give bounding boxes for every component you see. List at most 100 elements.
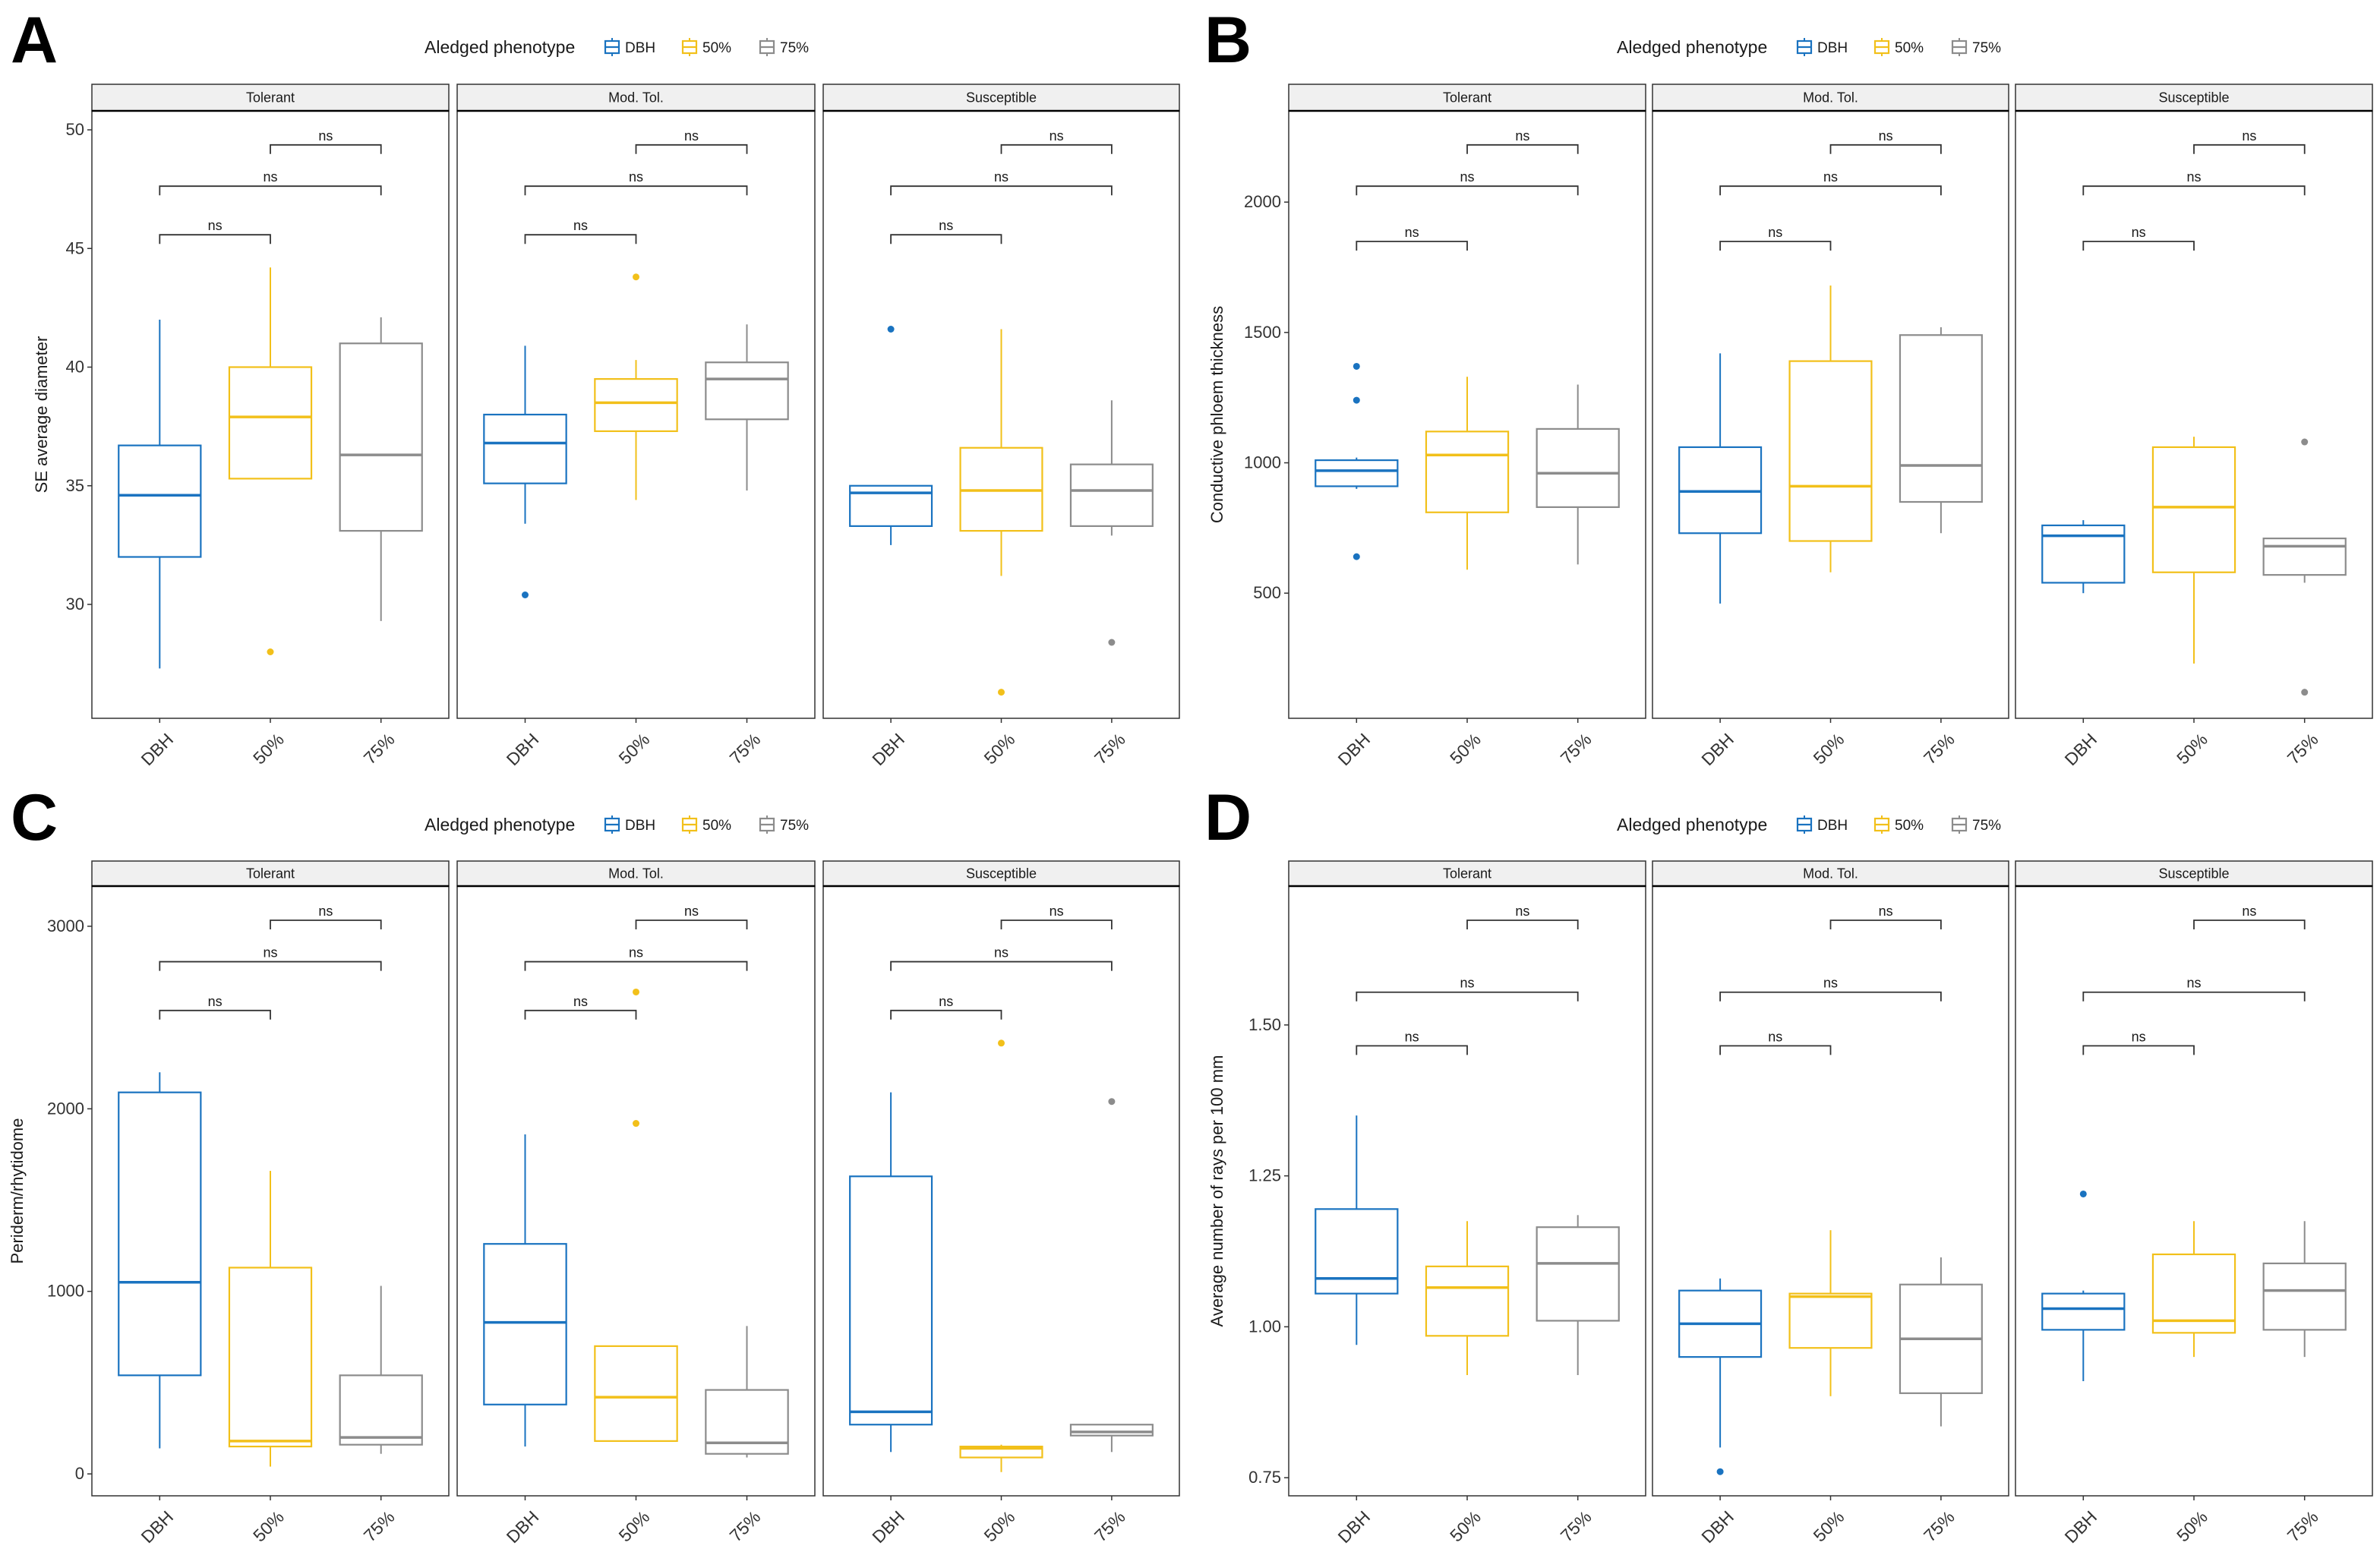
outlier-point bbox=[1716, 1468, 1724, 1475]
panel-c: C Aledged phenotype DBH 50% 75% 0 1000 2000 3000… bbox=[8, 781, 1180, 1547]
x-tick-label: 50% bbox=[249, 730, 288, 768]
outlier-point bbox=[2301, 438, 2309, 446]
bracket-label: ns bbox=[1515, 904, 1529, 919]
bracket-label: ns bbox=[1050, 904, 1064, 919]
x-tick-label: 50% bbox=[1809, 730, 1848, 768]
y-tick-label: 500 bbox=[1253, 583, 1281, 602]
box-iqr bbox=[1788, 360, 1873, 542]
x-tick-label: DBH bbox=[503, 1507, 543, 1547]
box-50 bbox=[959, 329, 1043, 696]
bracket-line bbox=[1466, 144, 1579, 154]
bracket-label: ns bbox=[2242, 904, 2256, 919]
bracket-line bbox=[270, 144, 382, 154]
bracket-line bbox=[2082, 1045, 2195, 1055]
legend-label: 50% bbox=[702, 818, 731, 834]
significance-bracket: ns bbox=[270, 128, 382, 154]
panel-letter-c: C bbox=[11, 781, 58, 854]
y-tick-label: 35 bbox=[66, 476, 84, 495]
legend-title: Aledged phenotype bbox=[1617, 815, 1767, 834]
bracket-label: ns bbox=[939, 218, 953, 233]
facet-mod-tol: Mod. Tol. DBH 50% 75% ns ns ns bbox=[456, 860, 816, 1547]
box-iqr bbox=[339, 1374, 423, 1446]
significance-bracket: ns bbox=[159, 994, 271, 1020]
x-tick-label: 75% bbox=[1091, 1507, 1129, 1546]
legend-label: 50% bbox=[1895, 40, 1924, 56]
bracket-line bbox=[1466, 920, 1579, 929]
y-tick-label: 40 bbox=[66, 358, 84, 377]
box-50 bbox=[1425, 377, 1510, 570]
panel-letter-d: D bbox=[1204, 781, 1252, 854]
facet-strip bbox=[456, 84, 816, 112]
significance-bracket: ns bbox=[635, 128, 748, 154]
legend-key-75: 75% bbox=[1951, 815, 2001, 834]
bracket-label: ns bbox=[263, 945, 277, 961]
x-tick-label: 50% bbox=[1809, 1507, 1848, 1546]
box-iqr bbox=[2041, 1292, 2126, 1331]
bracket-line bbox=[2193, 144, 2306, 154]
panel-b: B Aledged phenotype DBH 50% 75% 500 1000 1500 20… bbox=[1204, 4, 2373, 769]
significance-bracket: ns bbox=[270, 904, 382, 929]
significance-bracket: ns bbox=[524, 218, 637, 244]
significance-bracket: ns bbox=[1719, 1029, 1832, 1055]
box-iqr bbox=[1069, 1424, 1154, 1437]
box-iqr bbox=[594, 1345, 678, 1442]
facet-strip-label: Mod. Tol. bbox=[608, 866, 664, 882]
y-tick-label: 2000 bbox=[47, 1099, 84, 1118]
facet-strip-label: Tolerant bbox=[246, 866, 295, 882]
significance-bracket: ns bbox=[2082, 976, 2306, 1002]
facet-susceptible: Susceptible DBH 50% 75% ns ns ns bbox=[822, 860, 1180, 1547]
y-axis-label: SE average diameter bbox=[32, 336, 51, 494]
bracket-label: ns bbox=[1405, 1029, 1419, 1044]
box-iqr bbox=[483, 1243, 567, 1405]
box-50 bbox=[2151, 437, 2236, 664]
legend: Aledged phenotype DBH 50% 75% bbox=[425, 815, 809, 834]
y-tick-label: 0.75 bbox=[1248, 1468, 1281, 1487]
bracket-line bbox=[1719, 185, 1942, 196]
significance-bracket: ns bbox=[2082, 225, 2195, 251]
significance-bracket: ns bbox=[159, 945, 382, 971]
box-50 bbox=[1788, 1230, 1873, 1396]
box-iqr bbox=[339, 342, 423, 532]
significance-bracket: ns bbox=[1829, 128, 1942, 154]
outlier-point bbox=[633, 988, 639, 995]
box-75 bbox=[2262, 1221, 2347, 1358]
significance-bracket: ns bbox=[1466, 904, 1579, 929]
facet-tolerant: Tolerant DBH 50% 75% ns ns ns bbox=[91, 84, 450, 769]
outlier-point bbox=[1108, 1098, 1116, 1106]
box-iqr bbox=[483, 413, 567, 484]
box-75 bbox=[1536, 1215, 1620, 1375]
bracket-label: ns bbox=[1879, 904, 1893, 919]
x-tick-label: 75% bbox=[725, 730, 764, 768]
bracket-label: ns bbox=[2186, 976, 2201, 991]
facet-tolerant: Tolerant DBH 50% 75% ns ns ns bbox=[1288, 84, 1646, 769]
box-dbh bbox=[483, 1134, 567, 1447]
facet-strip-label: Mod. Tol. bbox=[608, 90, 664, 106]
x-tick-label: 50% bbox=[614, 730, 653, 768]
box-50 bbox=[594, 273, 678, 500]
facet-tolerant: Tolerant DBH 50% 75% ns ns ns bbox=[1288, 860, 1646, 1547]
legend-key-dbh: DBH bbox=[1796, 815, 1848, 834]
facet-strip bbox=[1652, 84, 2009, 112]
x-tick-label: 75% bbox=[1920, 730, 1959, 768]
box-50 bbox=[594, 988, 678, 1442]
x-tick-label: DBH bbox=[503, 730, 543, 770]
bracket-label: ns bbox=[1768, 225, 1782, 240]
box-iqr bbox=[228, 1267, 313, 1448]
bracket-label: ns bbox=[1050, 128, 1064, 144]
box-iqr bbox=[2262, 1262, 2347, 1331]
bracket-label: ns bbox=[1768, 1029, 1782, 1044]
x-tick-label: 50% bbox=[1446, 730, 1485, 768]
facet-strip-label: Susceptible bbox=[2158, 90, 2229, 106]
box-75 bbox=[339, 317, 423, 621]
box-iqr bbox=[1536, 1226, 1620, 1322]
box-dbh bbox=[849, 326, 933, 545]
significance-bracket: ns bbox=[1356, 225, 1468, 251]
panel-d: D Aledged phenotype DBH 50% 75% 0.75 1.00 1.25 1… bbox=[1204, 781, 2373, 1547]
outlier-point bbox=[998, 1039, 1005, 1047]
outlier-point bbox=[1353, 362, 1360, 370]
bracket-line bbox=[159, 234, 271, 244]
y-tick-label: 45 bbox=[66, 238, 84, 257]
bracket-line bbox=[2082, 241, 2195, 251]
x-tick-label: 75% bbox=[360, 730, 399, 768]
